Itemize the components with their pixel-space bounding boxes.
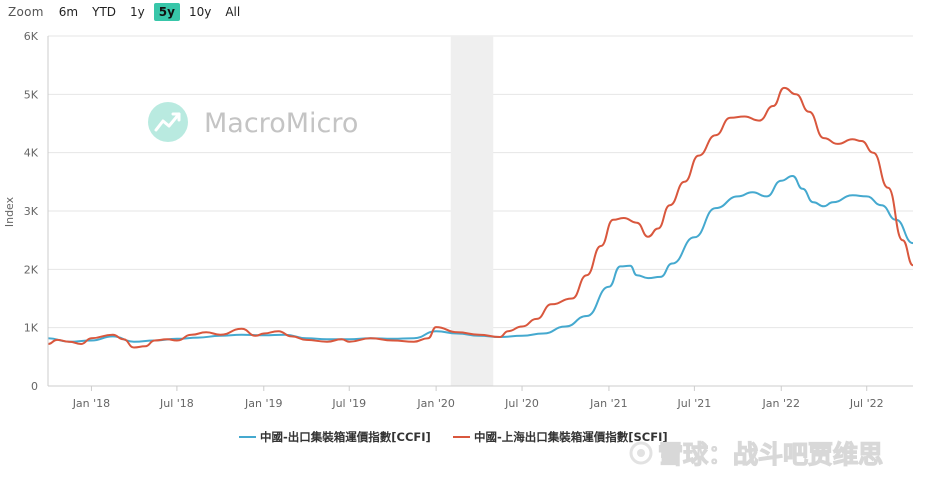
series-layer [47, 86, 914, 349]
x-tick-label: Jan '19 [244, 397, 282, 410]
zoom-1y-button[interactable]: 1y [130, 5, 145, 19]
y-tick-label: 4K [24, 147, 39, 160]
zoom-bar: Zoom 6m YTD 1y 5y 10y All [8, 2, 249, 22]
watermark-brand: MacroMicro [204, 108, 358, 139]
zoom-all-button[interactable]: All [225, 5, 241, 19]
zoom-6m-button[interactable]: 6m [58, 5, 79, 19]
y-tick-label: 2K [24, 263, 39, 276]
y-tick-label: 0 [31, 380, 38, 393]
legend-label-ccfi: 中國-出口集裝箱運價指數[CCFI] [260, 430, 431, 444]
axis-layer: 0 1K 2K 3K 4K 5K 6K Jan '18 Jul '18 Jan '19 Jul '1… [24, 30, 913, 410]
zoom-ytd-button[interactable]: YTD [92, 5, 117, 19]
x-tick-label: Jul '22 [849, 397, 884, 410]
series-line-scfi [47, 86, 914, 349]
x-tick-label: Jan '22 [762, 397, 800, 410]
legend-item-ccfi[interactable]: 中國-出口集裝箱運價指數[CCFI] [239, 430, 431, 444]
x-tick-label: Jul '20 [504, 397, 539, 410]
zoom-10y-button[interactable]: 10y [188, 5, 212, 19]
xueqiu-logo-icon [629, 441, 653, 465]
x-tick-label: Jul '18 [159, 397, 194, 410]
y-tick-label: 6K [24, 30, 39, 43]
shaded-period [450, 36, 494, 386]
x-tick-label: Jan '18 [72, 397, 110, 410]
series-line-ccfi [47, 175, 914, 343]
attribution-watermark: 雪球：战斗吧贾维思 [658, 440, 883, 469]
legend-item-scfi[interactable]: 中國-上海出口集裝箱運價指數[SCFI] [453, 430, 668, 444]
y-tick-label: 1K [24, 322, 39, 335]
y-tick-label: 5K [24, 88, 39, 101]
zoom-5y-button[interactable]: 5y [153, 3, 180, 21]
x-tick-label: Jul '19 [331, 397, 366, 410]
macromicro-logo-icon [148, 102, 188, 142]
legend: 中國-出口集裝箱運價指數[CCFI] 中國-上海出口集裝箱運價指數[SCFI] [239, 430, 668, 444]
y-tick-label: 3K [24, 205, 39, 218]
x-tick-label: Jul '21 [676, 397, 711, 410]
x-tick-label: Jan '21 [589, 397, 627, 410]
zoom-label: Zoom [8, 5, 44, 19]
shaded-period-layer [450, 36, 494, 386]
legend-label-scfi: 中國-上海出口集裝箱運價指數[SCFI] [474, 430, 668, 444]
x-tick-label: Jan '20 [416, 397, 454, 410]
y-axis-title: Index [3, 196, 16, 227]
